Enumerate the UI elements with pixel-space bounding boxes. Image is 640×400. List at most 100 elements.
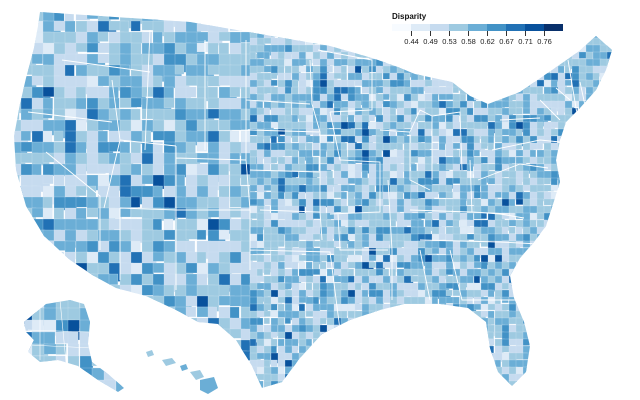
county-cell	[375, 65, 383, 74]
county-cell	[354, 366, 366, 379]
county-cell	[389, 387, 401, 388]
county-cell	[108, 306, 124, 317]
county-cell	[354, 30, 362, 38]
county-cell	[319, 317, 327, 325]
county-cell	[508, 289, 518, 298]
county-cell	[361, 16, 374, 24]
county-cell	[614, 129, 624, 135]
county-cell	[326, 380, 337, 388]
county-cell	[473, 254, 481, 263]
county-cell	[571, 135, 581, 144]
county-cell	[263, 107, 270, 116]
county-cell	[130, 273, 144, 287]
county-cell	[466, 359, 480, 367]
county-cell	[606, 163, 612, 171]
county-cell	[529, 72, 537, 80]
county-cell	[424, 114, 433, 123]
county-cell	[550, 303, 562, 311]
county-cell	[196, 152, 209, 163]
county-cell	[606, 135, 612, 146]
county-cell	[277, 114, 286, 123]
county-cell	[368, 282, 377, 290]
county-cell	[354, 317, 365, 325]
county-cell	[543, 380, 550, 388]
county-cell	[417, 345, 430, 356]
county-cell	[305, 58, 312, 67]
county-cell	[606, 338, 612, 349]
county-cell	[459, 100, 468, 108]
county-cell	[75, 284, 95, 302]
county-cell	[97, 53, 110, 64]
county-cell	[312, 30, 321, 42]
county-cell	[424, 338, 437, 350]
county-cell	[614, 374, 620, 381]
county-cell	[14, 350, 28, 368]
county-cell	[396, 373, 408, 384]
county-cell	[382, 100, 391, 108]
county-cell	[571, 331, 579, 339]
county-cell	[20, 130, 31, 141]
county-cell	[305, 387, 313, 388]
county-cell	[515, 373, 525, 387]
county-cell	[14, 361, 21, 380]
county-cell	[256, 12, 266, 22]
county-cell	[557, 191, 567, 200]
county-cell	[305, 352, 313, 365]
county-cell	[438, 317, 447, 327]
county-cell	[592, 198, 603, 208]
county-cell	[347, 317, 356, 326]
county-cell	[119, 383, 135, 388]
county-cell	[438, 219, 447, 227]
county-cell	[466, 51, 477, 61]
county-cell	[445, 387, 454, 388]
county-cell	[291, 373, 302, 383]
county-cell	[466, 387, 475, 388]
county-cell	[571, 184, 583, 191]
county-cell	[410, 359, 422, 368]
county-cell	[312, 387, 323, 388]
county-cell	[368, 359, 379, 367]
county-cell	[599, 184, 611, 195]
county-cell	[557, 289, 565, 299]
county-cell	[326, 79, 335, 88]
county-cell	[20, 240, 33, 252]
county-cell	[174, 350, 186, 364]
county-cell	[578, 191, 586, 200]
county-cell	[452, 331, 459, 340]
county-cell	[466, 352, 474, 365]
county-cell	[585, 282, 594, 293]
legend-swatch	[487, 24, 506, 31]
county-cell	[256, 331, 265, 340]
county-cell	[368, 387, 380, 388]
county-cell	[550, 324, 560, 332]
county-cell	[571, 107, 578, 115]
county-cell	[119, 350, 134, 362]
county-cell	[43, 367, 56, 386]
county-cell	[515, 58, 523, 70]
county-cell	[305, 380, 318, 388]
county-cell	[229, 174, 241, 188]
county-cell	[326, 16, 335, 27]
county-cell	[578, 107, 590, 119]
county-cell	[585, 233, 594, 246]
county-cell	[508, 107, 517, 115]
county-cell	[86, 273, 100, 289]
county-cell	[578, 240, 588, 253]
county-cell	[550, 261, 559, 270]
county-cell	[550, 373, 560, 387]
county-cell	[347, 310, 355, 323]
county-cell	[305, 366, 316, 375]
legend-title: Disparity	[392, 12, 427, 21]
county-cell	[340, 30, 351, 41]
county-cell	[543, 219, 551, 228]
county-cell	[333, 12, 342, 22]
county-cell	[375, 387, 384, 388]
county-cell	[459, 338, 471, 345]
county-cell	[115, 379, 124, 392]
county-cell	[599, 79, 607, 87]
county-cell	[263, 387, 272, 388]
county-cell	[31, 391, 47, 392]
county-cell	[614, 157, 624, 168]
county-cell	[389, 170, 398, 178]
county-cell	[571, 205, 578, 217]
